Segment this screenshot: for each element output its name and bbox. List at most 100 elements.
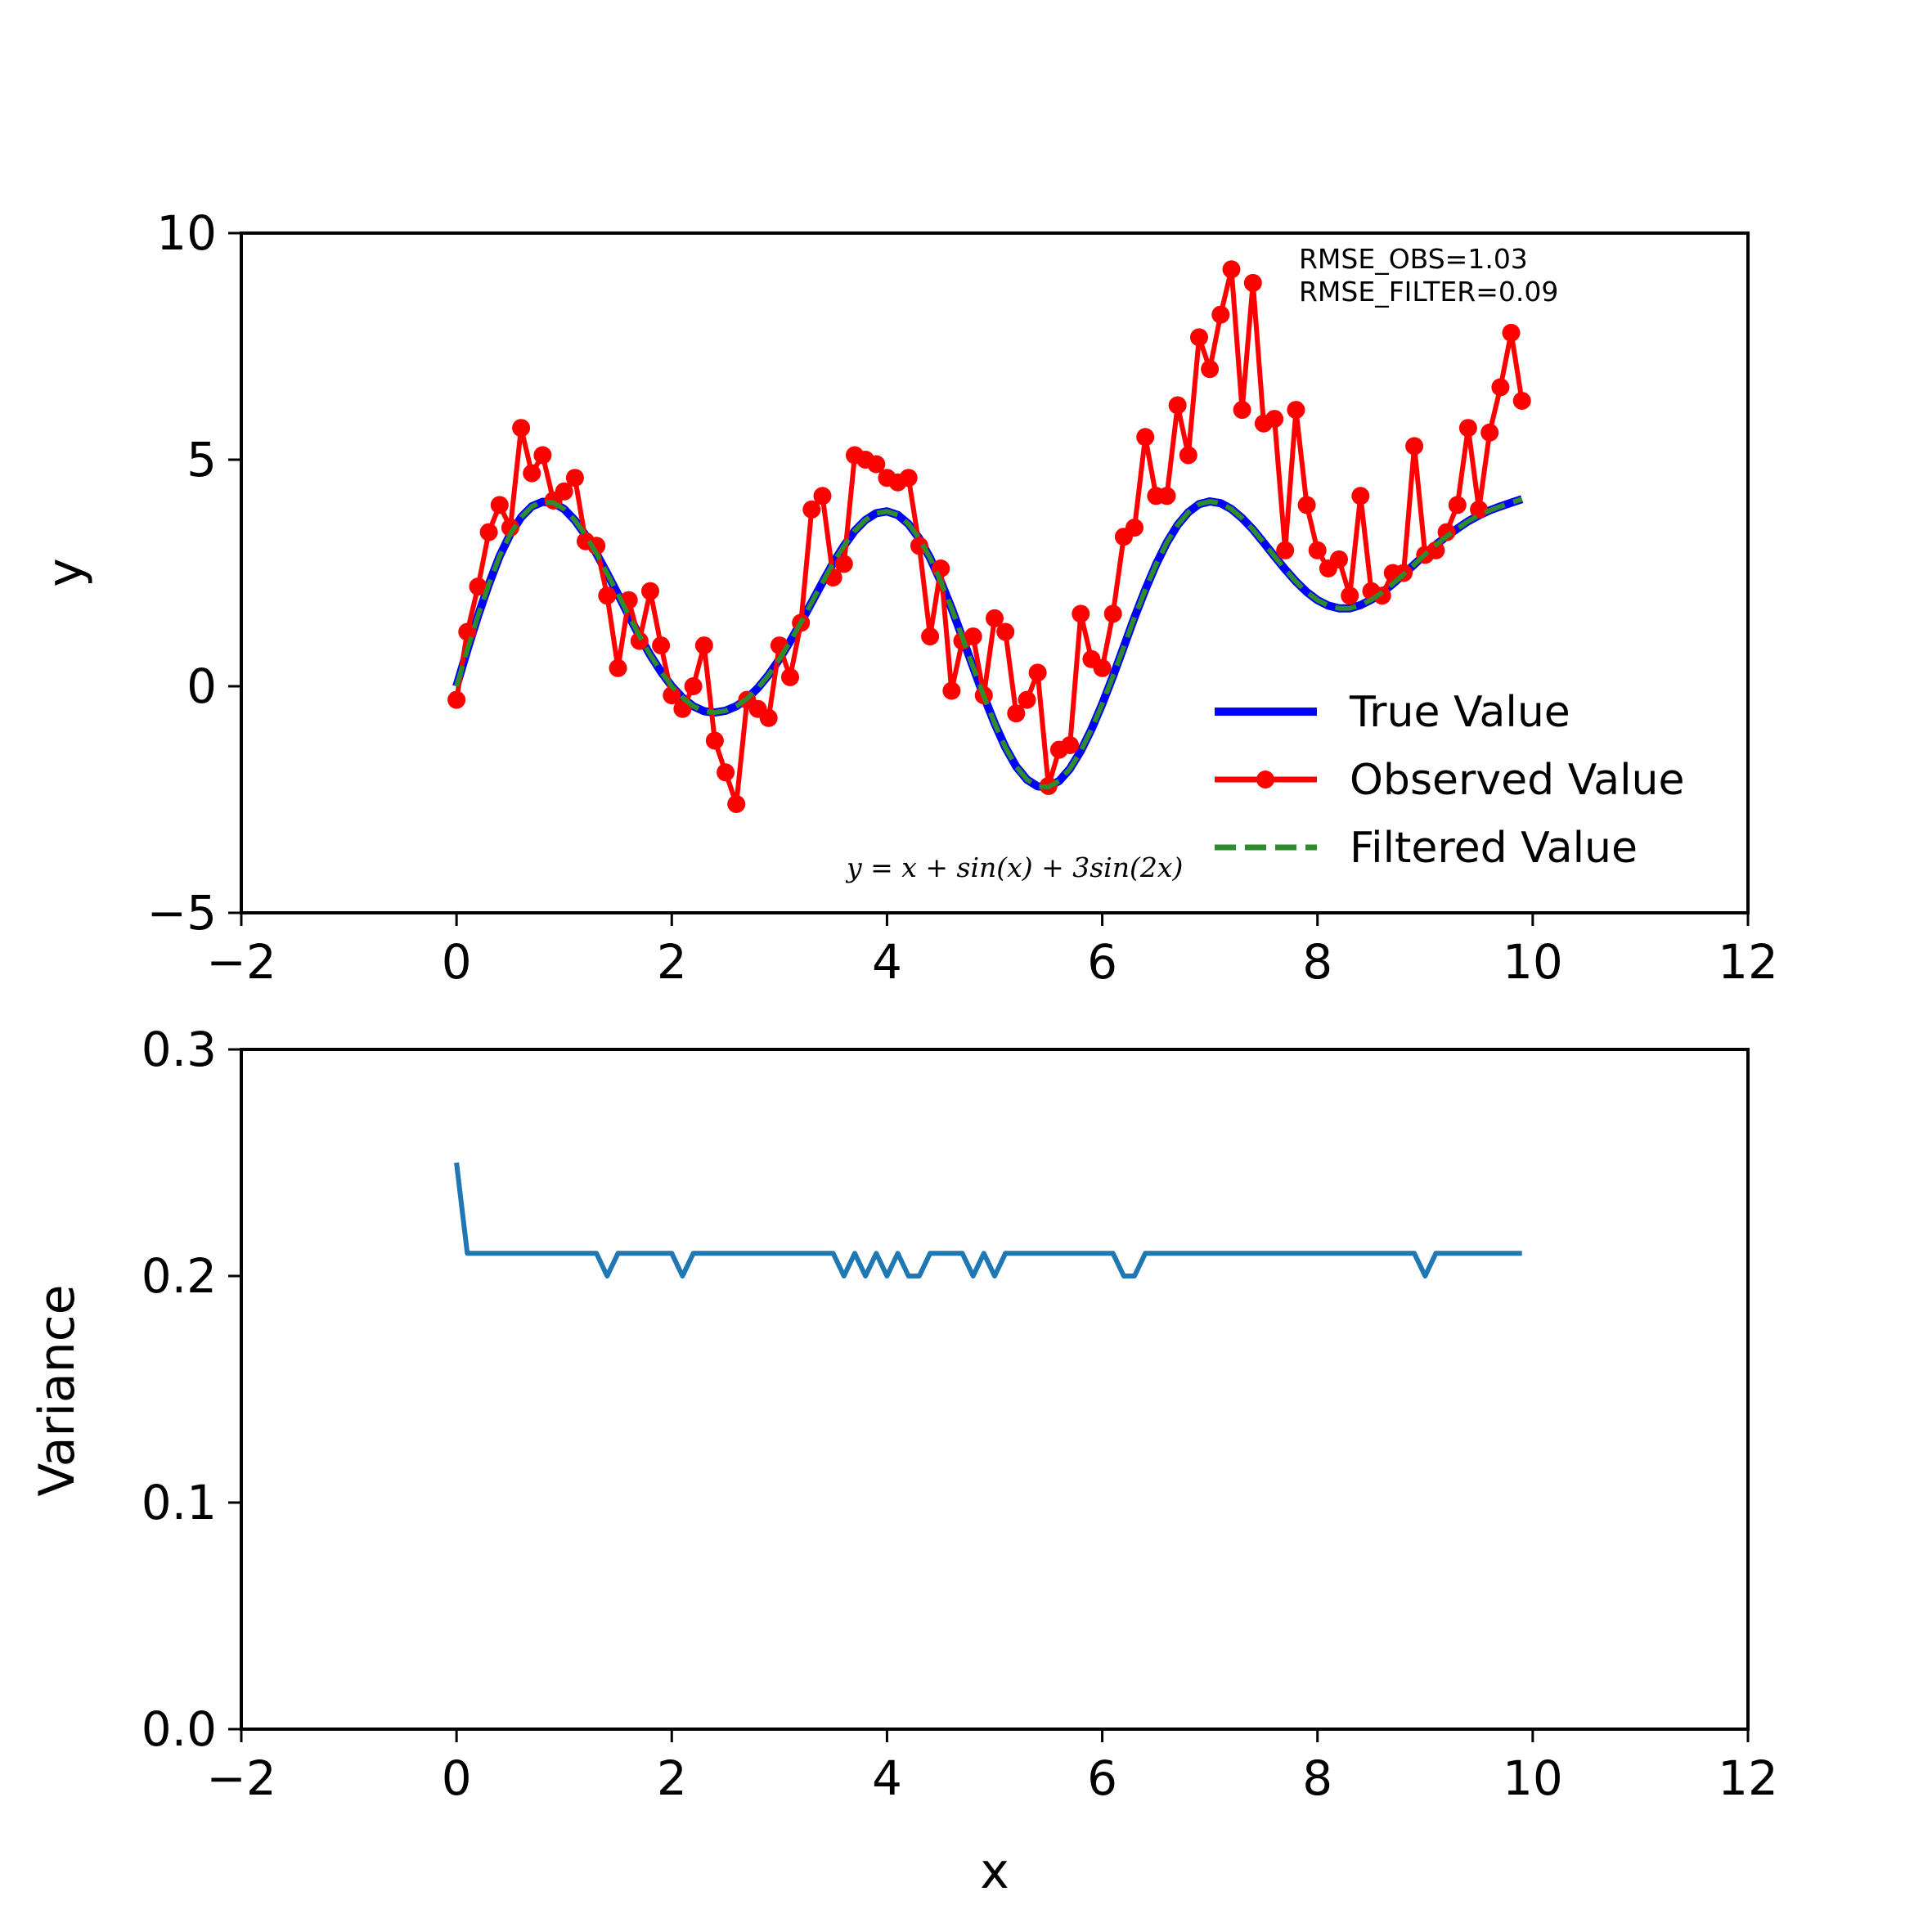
bottom-x-tick-label: 6 xyxy=(1087,1750,1117,1806)
observed-point xyxy=(1103,604,1122,623)
observed-point xyxy=(652,636,671,655)
observed-point xyxy=(1093,658,1112,677)
observed-point xyxy=(1243,273,1262,292)
observed-point xyxy=(1341,586,1359,605)
observed-point xyxy=(565,469,584,487)
observed-point xyxy=(813,487,832,505)
bottom-x-ticks: −2 0 2 4 6 8 10 12 xyxy=(206,1729,1778,1806)
observed-point xyxy=(523,464,541,483)
bottom-y-ticks: 0.0 0.1 0.2 0.3 xyxy=(142,1022,241,1757)
observed-point xyxy=(1265,410,1284,429)
observed-point xyxy=(694,636,713,655)
bottom-x-tick-label: 10 xyxy=(1503,1750,1563,1806)
observed-point xyxy=(447,690,466,709)
observed-point xyxy=(1502,323,1521,342)
top-y-tick-label: 5 xyxy=(186,432,217,487)
observed-point xyxy=(1458,419,1477,438)
bottom-x-tick-label: 2 xyxy=(657,1750,687,1806)
top-series-layer xyxy=(447,260,1531,813)
observed-point xyxy=(1351,487,1370,505)
observed-point xyxy=(867,455,886,474)
bottom-x-tick-label: 8 xyxy=(1302,1750,1332,1806)
observed-point xyxy=(1308,541,1327,559)
observed-point xyxy=(1061,736,1080,754)
legend-observed-label: Observed Value xyxy=(1350,756,1685,805)
observed-point xyxy=(490,496,509,514)
observed-point xyxy=(641,582,659,600)
observed-point xyxy=(1126,519,1143,537)
top-x-tick-label: 4 xyxy=(872,934,902,990)
observed-point xyxy=(684,677,703,695)
observed-point xyxy=(1287,401,1305,420)
observed-point xyxy=(1276,541,1295,559)
observed-point xyxy=(512,419,531,438)
top-x-tick-label: 8 xyxy=(1302,934,1332,990)
bottom-panel: −2 0 2 4 6 8 10 12 0.0 0.1 0.2 0.3 Variance x xyxy=(29,1022,1778,1900)
observed-point xyxy=(1190,328,1208,347)
observed-point xyxy=(717,763,735,782)
observed-point xyxy=(479,523,498,541)
legend-true-label: True Value xyxy=(1349,688,1570,737)
rmse-filter-annotation: RMSE_FILTER=0.09 xyxy=(1299,276,1558,308)
bottom-x-tick-label: −2 xyxy=(206,1750,276,1806)
observed-point xyxy=(555,482,573,501)
observed-point xyxy=(458,622,477,641)
bottom-y-tick-label: 0.2 xyxy=(142,1248,217,1304)
formula-annotation: y = x + sin(x) + 3sin(2x) xyxy=(845,851,1183,883)
top-y-tick-label: 10 xyxy=(156,205,217,261)
top-x-tick-label: 12 xyxy=(1718,934,1778,990)
observed-point xyxy=(727,795,746,813)
observed-point xyxy=(1168,396,1187,415)
observed-point xyxy=(1373,586,1391,605)
observed-point xyxy=(1018,690,1036,709)
bottom-y-tick-label: 0.0 xyxy=(142,1701,217,1757)
observed-point xyxy=(759,708,778,727)
top-y-ticks: −5 0 5 10 xyxy=(147,205,241,941)
observed-point xyxy=(1330,550,1348,568)
bottom-x-axis-label: x xyxy=(980,1843,1009,1900)
variance-line xyxy=(454,1162,1522,1278)
observed-point xyxy=(1491,378,1510,397)
observed-point xyxy=(964,627,982,646)
observed-point xyxy=(1470,500,1489,519)
observed-point xyxy=(802,500,821,519)
rmse-obs-annotation: RMSE_OBS=1.03 xyxy=(1299,243,1528,275)
observed-point xyxy=(1233,401,1251,420)
bottom-y-axis-label: Variance xyxy=(29,1284,86,1496)
observed-point xyxy=(942,681,961,700)
top-panel: −2 0 2 4 6 8 10 12 −5 0 5 10 y RMSE_OBS=1.03 RMSE_… xyxy=(37,205,1778,990)
filtered-value-line xyxy=(454,496,1523,789)
observed-point xyxy=(1512,392,1531,410)
observed-point xyxy=(609,658,627,677)
legend-observed-marker xyxy=(1256,771,1274,789)
top-x-tick-label: 10 xyxy=(1503,934,1563,990)
observed-point xyxy=(986,609,1004,627)
observed-point xyxy=(1297,496,1316,514)
observed-point xyxy=(630,631,649,650)
observed-point xyxy=(673,699,692,718)
top-x-tick-label: 0 xyxy=(442,934,472,990)
observed-point xyxy=(1437,523,1456,541)
observed-point xyxy=(1222,260,1241,279)
observed-point xyxy=(834,555,853,573)
bottom-y-tick-label: 0.1 xyxy=(142,1475,217,1530)
top-plot-frame xyxy=(240,231,1750,914)
top-y-tick-label: −5 xyxy=(147,885,218,941)
bottom-series-layer xyxy=(454,1162,1522,1278)
bottom-x-tick-label: 12 xyxy=(1718,1750,1778,1806)
top-x-tick-label: −2 xyxy=(206,934,276,990)
bottom-plot-frame xyxy=(240,1048,1750,1731)
observed-point xyxy=(469,577,487,596)
observed-point xyxy=(1211,305,1230,324)
observed-point xyxy=(1007,704,1026,723)
observed-point xyxy=(1480,423,1499,442)
observed-point xyxy=(1201,360,1220,379)
observed-point xyxy=(1427,541,1445,559)
observed-point xyxy=(501,519,519,537)
legend-filtered-label: Filtered Value xyxy=(1350,824,1638,873)
observed-point xyxy=(598,586,617,605)
bottom-x-tick-label: 0 xyxy=(442,1750,472,1806)
top-x-tick-label: 6 xyxy=(1087,934,1117,990)
observed-point xyxy=(1157,487,1176,505)
